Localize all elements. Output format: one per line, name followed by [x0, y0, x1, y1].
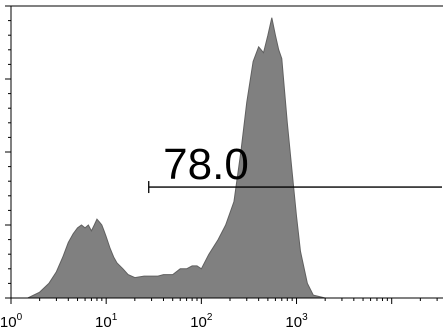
x-tick-label: 103	[285, 312, 308, 331]
histogram-layer	[27, 17, 326, 299]
x-tick-label: 102	[190, 312, 213, 331]
x-tick-label: 100	[0, 312, 23, 331]
histogram-series-0	[27, 17, 326, 299]
gate-percentage-label: 78.0	[163, 140, 249, 189]
gate-layer: 78.0	[148, 140, 442, 194]
x-tick-label: 101	[95, 312, 118, 331]
axes-layer: 100 101 102 103	[0, 5, 443, 331]
